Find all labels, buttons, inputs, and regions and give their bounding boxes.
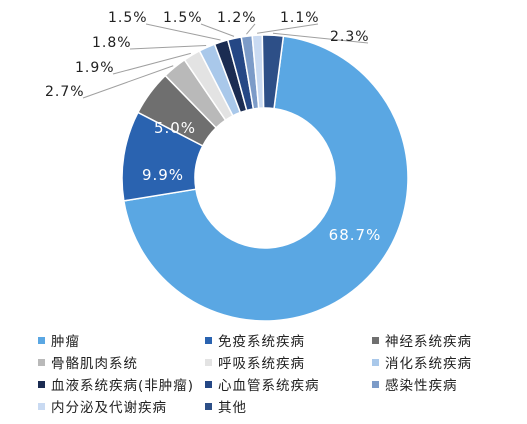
legend-label: 免疫系统疾病 [218,334,305,350]
legend-item-4: 呼吸系统疾病 [205,352,305,372]
slice-10 [261,34,285,110]
data-label-10: 2.3% [330,29,370,45]
leader-line-7 [200,23,235,37]
leader-line-5 [129,44,207,50]
data-label-2: 5.0% [154,119,196,137]
legend-swatch [372,380,379,388]
legend-label: 骨骼肌肉系统 [51,356,138,372]
legend-item-5: 消化系统疾病 [372,352,472,372]
legend-swatch [205,402,212,410]
legend-swatch [372,336,379,344]
leader-line-8 [246,23,256,35]
legend-item-1: 免疫系统疾病 [205,330,305,350]
legend-label: 心血管系统疾病 [218,378,320,394]
legend-label: 感染性疾病 [385,378,458,394]
legend-label: 消化系统疾病 [385,356,472,372]
legend-swatch [38,380,45,388]
legend-swatch [205,358,212,366]
legend-swatch [38,336,45,344]
leader-line-3 [82,65,174,99]
leader-line-10 [272,32,369,44]
legend-label: 其他 [218,400,247,416]
legend-item-6: 血液系统疾病(非肿瘤) [38,374,194,394]
legend-label: 呼吸系统疾病 [218,356,305,372]
legend-swatch [205,336,212,344]
legend-label: 神经系统疾病 [385,334,472,350]
data-label-9: 1.1% [280,10,320,26]
data-label-4: 1.9% [75,60,115,76]
legend-item-10: 其他 [205,396,247,416]
leader-line-4 [112,52,191,75]
legend-swatch [38,358,45,366]
leader-line-6 [145,23,221,41]
legend-label: 血液系统疾病(非肿瘤) [51,378,195,394]
legend-swatch [38,402,45,410]
legend-item-3: 骨骼肌肉系统 [38,352,138,372]
data-label-7: 1.5% [163,10,203,26]
legend-label: 肿瘤 [51,334,80,350]
slice-0 [122,35,409,322]
legend-item-2: 神经系统疾病 [372,330,472,350]
legend-item-8: 感染性疾病 [372,374,458,394]
legend-swatch [372,358,379,366]
legend-item-0: 肿瘤 [38,330,80,350]
data-label-5: 1.8% [92,35,132,51]
leader-line-9 [257,23,319,34]
data-label-8: 1.2% [217,10,257,26]
legend-item-9: 内分泌及代谢疾病 [38,396,167,416]
data-label-6: 1.5% [108,10,148,26]
legend-label: 内分泌及代谢疾病 [51,400,167,416]
data-label-0: 68.7% [329,226,382,244]
data-label-1: 9.9% [142,166,184,184]
legend-swatch [205,380,212,388]
donut-chart: 68.7% 9.9% 5.0% 2.7% 1.9% 1.8% 1.5% 1.5% 1.2% 1.1… [45,10,409,322]
data-label-3: 2.7% [45,84,85,100]
legend-item-7: 心血管系统疾病 [205,374,320,394]
